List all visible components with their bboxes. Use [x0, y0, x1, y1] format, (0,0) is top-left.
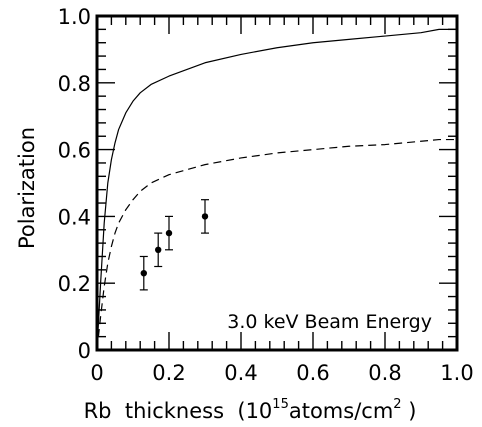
x-axis-title-middle: atoms/cm — [289, 399, 393, 423]
annotation-beam-energy: 3.0 keV Beam Energy — [227, 311, 432, 333]
y-tick-label: 0.8 — [58, 72, 91, 96]
dashed-curve — [96, 138, 457, 351]
y-tick-label: 0 — [78, 339, 91, 363]
data-point — [165, 229, 173, 237]
data-point — [140, 269, 147, 277]
axis-ticks — [96, 15, 458, 351]
x-axis-title: Rb thickness (1015atoms/cm2 ) — [84, 397, 417, 423]
x-axis-title-prefix: Rb thickness (10 — [84, 399, 273, 423]
y-tick-label: 0.6 — [58, 139, 91, 163]
x-axis-title-suffix: ) — [402, 399, 417, 423]
x-tick-label: 0.4 — [224, 361, 257, 385]
x-tick-label: 0 — [90, 361, 103, 385]
x-tick-label: 0.2 — [152, 361, 185, 385]
solid-curve — [96, 28, 457, 351]
x-tick-label: 0.6 — [296, 361, 329, 385]
axis-tick-labels: 0 0.2 0.4 0.6 0.8 1.0 0 0.2 0.4 0.6 0.8 1.0 — [58, 5, 474, 385]
x-tick-label: 1.0 — [440, 361, 473, 385]
data-point — [201, 213, 209, 220]
plot-series — [96, 28, 457, 351]
x-tick-label: 0.8 — [368, 361, 401, 385]
data-point — [155, 246, 162, 253]
y-tick-label: 0.4 — [58, 205, 91, 229]
x-axis-title-squared: 2 — [393, 397, 401, 412]
plot-frame — [95, 14, 459, 352]
y-axis-title: Polarization — [15, 127, 39, 249]
x-axis-title-exponent: 15 — [272, 397, 289, 412]
y-tick-label: 0.2 — [58, 272, 91, 296]
y-tick-label: 1.0 — [58, 5, 91, 29]
